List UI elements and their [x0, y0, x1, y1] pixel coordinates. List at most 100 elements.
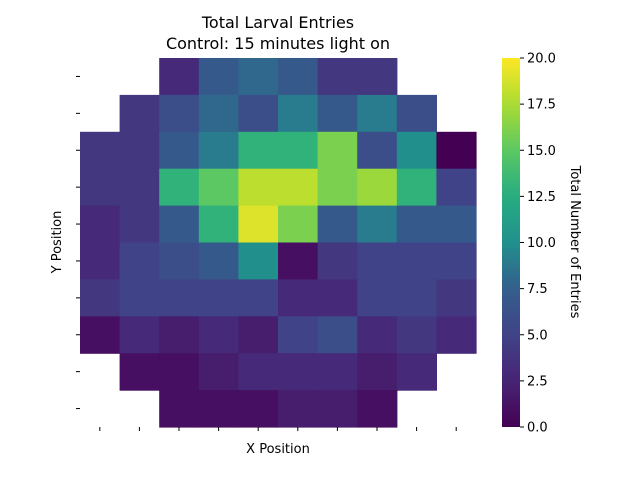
heatmap-cell [278, 390, 319, 428]
y-axis-ticks [76, 75, 80, 410]
heatmap-cell [159, 316, 200, 354]
heatmap-cell [238, 58, 279, 96]
heatmap-cell [238, 131, 279, 170]
heatmap-cell [119, 94, 160, 133]
heatmap-cell [357, 316, 398, 354]
heatmap-cell [436, 168, 477, 207]
heatmap-cell [436, 205, 477, 244]
heatmap-cell [159, 390, 200, 428]
heatmap-cell [357, 279, 398, 317]
heatmap-cell [317, 58, 358, 96]
heatmap-cell [159, 279, 200, 317]
colorbar-tick-label: 5.0 [527, 328, 548, 343]
heatmap-cell [80, 168, 121, 207]
heatmap-cell [159, 242, 200, 280]
heatmap-cell [317, 94, 358, 133]
heatmap-cell [396, 316, 437, 354]
colorbar [502, 58, 520, 427]
heatmap-cell [238, 316, 279, 354]
heatmap-cell [119, 353, 160, 391]
heatmap-cell [198, 242, 239, 280]
heatmap-cell [238, 242, 279, 280]
heatmap-cell [278, 316, 319, 354]
colorbar-tick-label: 10.0 [527, 236, 556, 251]
heatmap-cell [357, 131, 398, 170]
heatmap-cell [238, 353, 279, 391]
heatmap-cell [317, 205, 358, 244]
heatmap-cell [159, 131, 200, 170]
colorbar-tick-label: 2.5 [527, 374, 548, 389]
heatmap-cell [317, 353, 358, 391]
heatmap-cell [278, 279, 319, 317]
heatmap-cell [198, 316, 239, 354]
heatmap-cell [238, 390, 279, 428]
colorbar-tick-label: 15.0 [527, 144, 556, 159]
heatmap-cell [317, 316, 358, 354]
heatmap-cell [80, 205, 121, 244]
heatmap-cell [159, 353, 200, 391]
heatmap-cell [238, 168, 279, 207]
heatmap-cell [278, 353, 319, 391]
heatmap-cell [317, 131, 358, 170]
chart-title-line-2: Control: 15 minutes light on [166, 34, 390, 53]
heatmap-cell [357, 353, 398, 391]
heatmap-cell [119, 279, 160, 317]
heatmap-cell [357, 205, 398, 244]
heatmap-cell [278, 58, 319, 96]
heatmap-cell [198, 131, 239, 170]
heatmap-cell [357, 94, 398, 133]
heatmap-cell [238, 205, 279, 244]
colorbar-tick-label: 17.5 [527, 98, 556, 113]
heatmap-cell [396, 205, 437, 244]
heatmap-cell [238, 279, 279, 317]
heatmap-cell [278, 94, 319, 133]
colorbar-tick-label: 0.0 [527, 421, 548, 436]
y-axis-label: Y Position [50, 211, 65, 275]
heatmap-cell [80, 131, 121, 170]
colorbar-label: Total Number of Entries [567, 165, 582, 319]
heatmap-cell [317, 168, 358, 207]
heatmap-cell [317, 390, 358, 428]
heatmap-cell [278, 205, 319, 244]
chart-title-line-1: Total Larval Entries [201, 13, 354, 32]
heatmap-cell [80, 316, 121, 354]
heatmap-cell [119, 131, 160, 170]
heatmap-cell [198, 205, 239, 244]
heatmap-cell [238, 94, 279, 133]
heatmap-cell [159, 168, 200, 207]
heatmap-cell [198, 58, 239, 96]
heatmap-cell [198, 390, 239, 428]
heatmap-cell [278, 242, 319, 280]
heatmap-cell [119, 316, 160, 354]
heatmap-cell [159, 205, 200, 244]
heatmap-cell [159, 58, 200, 96]
heatmap-cell [317, 279, 358, 317]
x-axis-label: X Position [246, 442, 310, 457]
heatmap-cell [396, 131, 437, 170]
heatmap-cell [198, 353, 239, 391]
colorbar-tick-label: 12.5 [527, 190, 556, 205]
heatmap-cells [80, 58, 477, 428]
heatmap-cell [198, 168, 239, 207]
heatmap-cell [278, 131, 319, 170]
heatmap-cell [119, 242, 160, 280]
heatmap-cell [119, 168, 160, 207]
heatmap-cell [80, 279, 121, 317]
heatmap-cell [396, 242, 437, 280]
heatmap-cell [119, 205, 160, 244]
colorbar-tick-label: 20.0 [527, 52, 556, 67]
heatmap-cell [198, 279, 239, 317]
heatmap-cell [396, 279, 437, 317]
heatmap-cell [357, 242, 398, 280]
heatmap-cell [436, 131, 477, 170]
heatmap-cell [357, 390, 398, 428]
heatmap-cell [396, 94, 437, 133]
heatmap-cell [80, 242, 121, 280]
heatmap-cell [396, 353, 437, 391]
heatmap-cell [396, 168, 437, 207]
heatmap-cell [159, 94, 200, 133]
heatmap-cell [278, 168, 319, 207]
heatmap-cell [198, 94, 239, 133]
colorbar-tick-label: 7.5 [527, 282, 548, 297]
